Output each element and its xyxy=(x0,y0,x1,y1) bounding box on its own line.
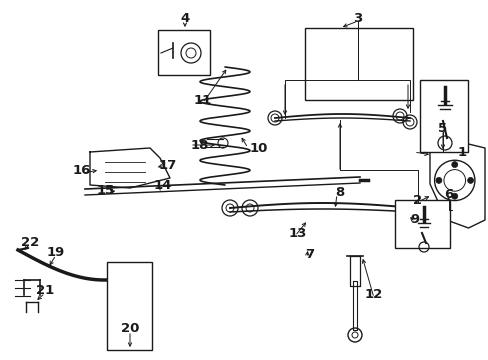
Text: 10: 10 xyxy=(249,141,267,154)
Text: 20: 20 xyxy=(121,321,139,334)
Circle shape xyxy=(451,193,457,199)
Bar xyxy=(305,28,412,100)
Bar xyxy=(419,80,467,152)
Text: 12: 12 xyxy=(364,288,382,302)
Text: 8: 8 xyxy=(335,185,344,198)
Text: 19: 19 xyxy=(47,246,65,258)
Text: 11: 11 xyxy=(193,94,212,107)
Bar xyxy=(394,200,449,248)
Circle shape xyxy=(451,162,457,167)
Text: 21: 21 xyxy=(36,284,54,297)
Text: 5: 5 xyxy=(438,122,447,135)
Text: 3: 3 xyxy=(353,12,362,24)
Text: 2: 2 xyxy=(412,194,422,207)
Text: 7: 7 xyxy=(305,248,314,261)
Text: 9: 9 xyxy=(409,212,419,225)
Bar xyxy=(107,262,152,350)
Text: 17: 17 xyxy=(159,158,177,171)
Text: 1: 1 xyxy=(456,145,466,158)
Bar xyxy=(158,30,209,75)
Circle shape xyxy=(467,177,472,183)
Text: 22: 22 xyxy=(21,235,39,248)
Circle shape xyxy=(435,177,441,183)
Text: 16: 16 xyxy=(73,163,91,176)
Text: 13: 13 xyxy=(288,226,306,239)
Text: 18: 18 xyxy=(190,139,209,152)
Text: 4: 4 xyxy=(180,12,189,24)
Text: 15: 15 xyxy=(97,184,115,197)
Text: 14: 14 xyxy=(154,179,172,192)
Text: 6: 6 xyxy=(444,188,453,201)
